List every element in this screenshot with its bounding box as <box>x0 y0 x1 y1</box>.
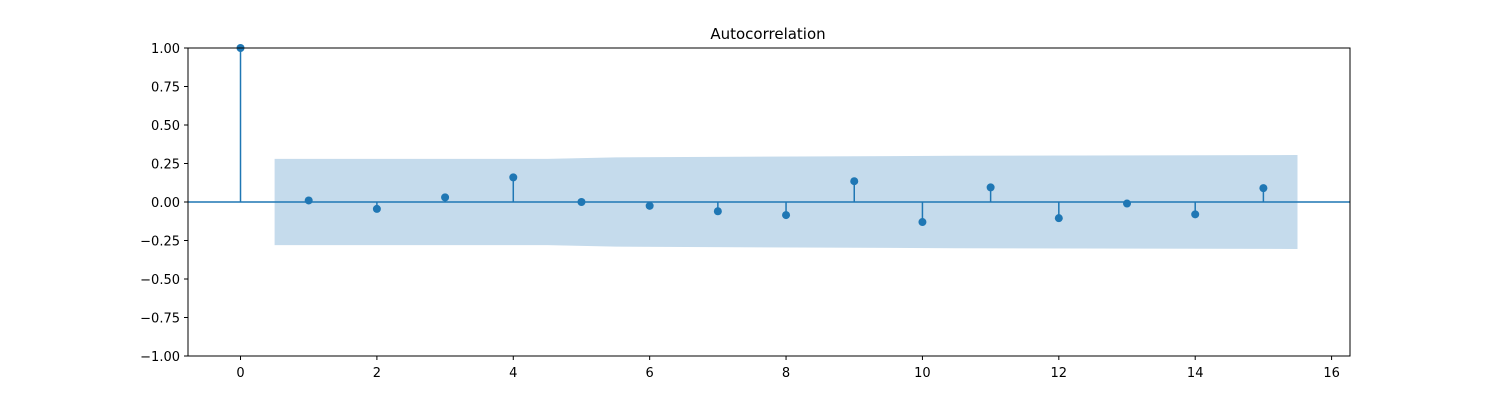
stem-marker-lag-6 <box>645 201 654 210</box>
stem-marker-lag-8 <box>782 211 791 220</box>
y-tick-label: −0.75 <box>140 312 180 327</box>
stem-marker-lag-5 <box>577 198 586 206</box>
y-tick-label: 0.75 <box>151 81 180 96</box>
stem-marker-lag-14 <box>1191 210 1200 219</box>
x-tick-label: 16 <box>1323 366 1340 381</box>
x-tick-label: 2 <box>373 366 381 381</box>
stem-marker-lag-11 <box>986 183 995 192</box>
stem-marker-lag-12 <box>1054 214 1063 223</box>
chart-title: Autocorrelation <box>710 25 825 43</box>
y-tick-label: −1.00 <box>140 350 180 365</box>
stem-marker-lag-3 <box>441 193 450 202</box>
y-tick-label: −0.25 <box>140 235 180 250</box>
stem-marker-lag-10 <box>918 218 927 227</box>
x-tick-label: 4 <box>509 366 517 381</box>
stem-marker-lag-15 <box>1259 184 1268 193</box>
stem-marker-lag-1 <box>304 196 313 205</box>
y-tick-label: 1.00 <box>151 42 180 57</box>
x-tick-label: 14 <box>1187 366 1204 381</box>
stem-marker-lag-13 <box>1123 199 1132 208</box>
stem-marker-lag-4 <box>509 173 518 182</box>
y-tick-label: 0.25 <box>151 158 180 173</box>
axes-layer: 0 2 4 6 8 10 12 14 16 1.00 0.75 0.50 0.25 0.00 −0.25 −0… <box>140 42 1351 381</box>
x-tick-label: 12 <box>1051 366 1068 381</box>
x-tick-label: 10 <box>914 366 931 381</box>
stem-marker-lag-7 <box>713 207 722 216</box>
x-tick-label: 6 <box>646 366 654 381</box>
x-tick-label: 8 <box>782 366 790 381</box>
stem-marker-lag-9 <box>850 177 859 186</box>
y-tick-label: 0.50 <box>151 119 180 134</box>
y-tick-label: 0.00 <box>151 196 180 211</box>
stem-marker-lag-2 <box>372 204 381 213</box>
y-tick-label: −0.50 <box>140 273 180 288</box>
x-tick-label: 0 <box>236 366 244 381</box>
stem-layer <box>236 44 1268 227</box>
